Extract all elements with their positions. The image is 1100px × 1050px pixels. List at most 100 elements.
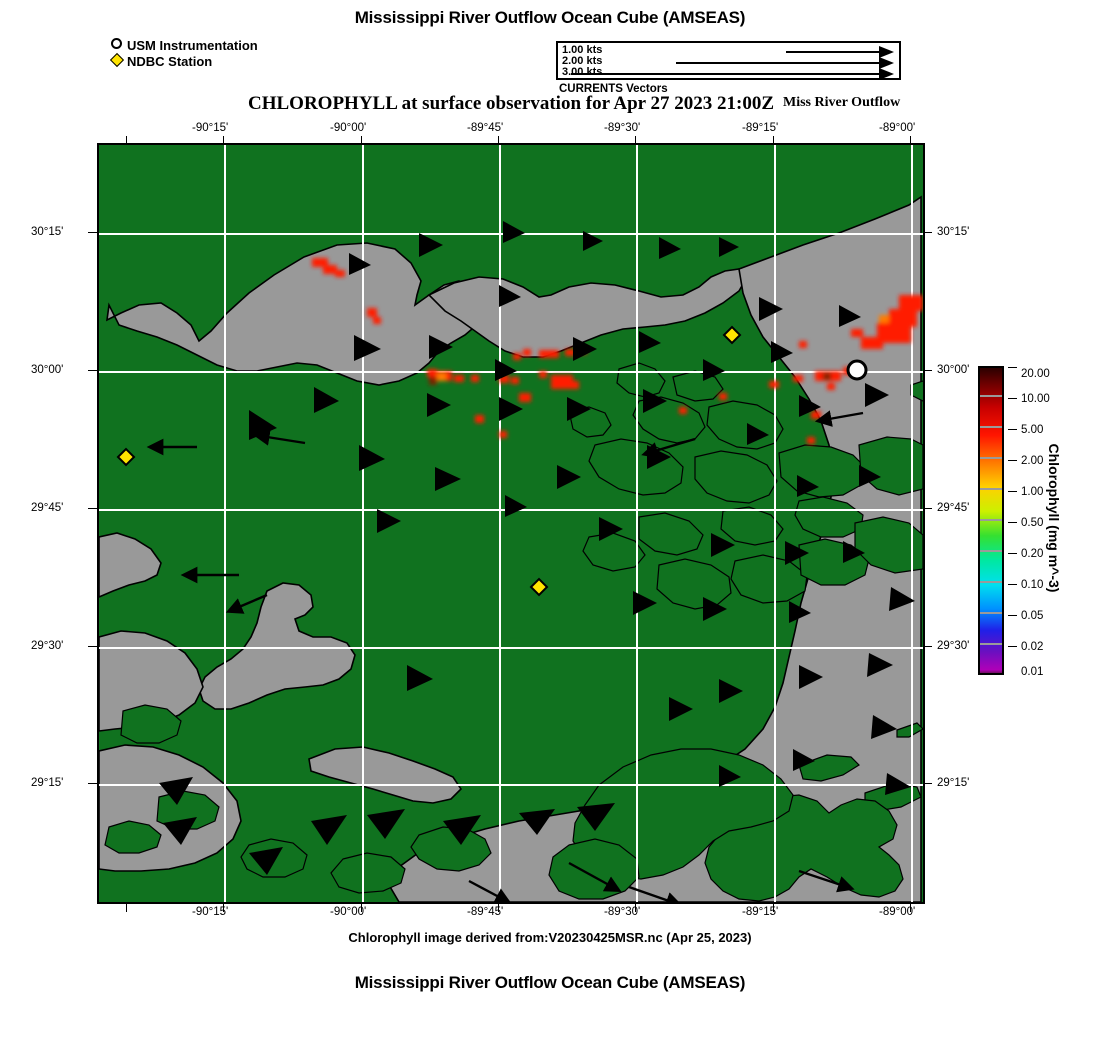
axis-tick-left (88, 232, 97, 234)
axis-tick-right (923, 646, 932, 648)
vector-legend-row-3: 3.00 kts (558, 66, 899, 80)
axis-tick-top (361, 136, 363, 145)
axis-label-lon-top-4: -89°30' (604, 122, 641, 134)
axis-tick-top (773, 136, 775, 145)
axis-tick-right (923, 508, 932, 510)
axis-tick-bottom (635, 903, 637, 912)
colorbar-separator (980, 580, 1002, 583)
axis-tick-top (910, 136, 912, 145)
currents-vector-legend: 1.00 kts 2.00 kts 3.00 kts (556, 41, 901, 80)
axis-label-lat-right-4: 29°30' (937, 640, 970, 652)
colorbar-label-2: 2.00 (1021, 455, 1044, 467)
ocean-polygon-lake-west (198, 582, 356, 710)
axis-tick-bottom (126, 903, 128, 912)
footer-title: Mississippi River Outflow Ocean Cube (AM… (354, 973, 746, 992)
axis-label-lon-top-3: -89°45' (467, 122, 504, 134)
axis-tick-top (126, 136, 128, 145)
axis-label-lon-bot-6: -89°00' (879, 906, 916, 918)
colorbar-separator (980, 549, 1002, 552)
axis-label-lon-bot-1: -90°15' (192, 906, 229, 918)
colorbar-label-5: 5.00 (1021, 424, 1044, 436)
axis-tick-left (88, 370, 97, 372)
legend-item-ndbc: NDBC Station (109, 52, 258, 69)
page-title: Mississippi River Outflow Ocean Cube (AM… (354, 8, 746, 27)
colorbar-label-0p2: 0.20 (1021, 548, 1044, 560)
usm-circle-icon (110, 37, 127, 53)
colorbar-tick (1008, 584, 1017, 586)
axis-tick-bottom (223, 903, 225, 912)
colorbar-tick (1008, 367, 1017, 369)
axis-tick-right (923, 232, 932, 234)
ocean-polygon-west-edge (99, 532, 162, 598)
colorbar-tick (1008, 646, 1017, 648)
colorbar (978, 366, 1004, 675)
axis-tick-left (88, 783, 97, 785)
axis-label-lon-top-6: -89°00' (879, 122, 916, 134)
axis-label-lat-right-2: 30°00' (937, 364, 970, 376)
axis-label-lon-bot-4: -89°30' (604, 906, 641, 918)
vector-legend-label-3: 3.00 kts (562, 66, 603, 78)
axis-tick-right (923, 783, 932, 785)
ndbc-station-marker (116, 325, 742, 597)
axis-tick-left (88, 646, 97, 648)
chart-subtitle: CHLOROPHYLL at surface observation for A… (248, 93, 775, 114)
axis-label-lat-left-2: 30°00' (31, 364, 64, 376)
vector-arrowhead-3 (879, 68, 894, 80)
axis-tick-bottom (498, 903, 500, 912)
vector-legend-label-2: 2.00 kts (562, 55, 603, 67)
colorbar-label-0p05: 0.05 (1021, 610, 1044, 622)
colorbar-label-0p5: 0.50 (1021, 517, 1044, 529)
axis-label-lat-left-5: 29°15' (31, 777, 64, 789)
legend-label-ndbc: NDBC Station (127, 53, 213, 69)
colorbar-label-0p02: 0.02 (1021, 641, 1044, 653)
colorbar-separator (980, 456, 1002, 459)
colorbar-label-0p1: 0.10 (1021, 579, 1044, 591)
colorbar-tick (1008, 429, 1017, 431)
axis-label-lat-right-1: 30°15' (937, 226, 970, 238)
axis-tick-left (88, 508, 97, 510)
colorbar-separator (980, 642, 1002, 645)
vector-legend-row-2: 2.00 kts (558, 55, 899, 69)
station-markers (116, 325, 868, 597)
axis-tick-bottom (773, 903, 775, 912)
colorbar-axis-label: Chlorophyll (mg m^-3) (1046, 443, 1062, 593)
axis-tick-top (223, 136, 225, 145)
vector-arrowhead-2 (879, 57, 894, 69)
colorbar-separator (980, 487, 1002, 490)
axis-label-lat-right-5: 29°15' (937, 777, 970, 789)
axis-label-lat-left-1: 30°15' (31, 226, 64, 238)
currents-vectors-caption: CURRENTS Vectors (559, 83, 668, 95)
chart-subtitle-right: Miss River Outflow (783, 95, 901, 110)
colorbar-tick (1008, 522, 1017, 524)
colorbar-tick (1008, 615, 1017, 617)
vector-legend-row-1: 1.00 kts (558, 44, 899, 58)
colorbar-label-0p01: 0.01 (1021, 666, 1044, 678)
axis-label-lon-bot-5: -89°15' (742, 906, 779, 918)
axis-label-lat-left-4: 29°30' (31, 640, 64, 652)
axis-label-lon-top-5: -89°15' (742, 122, 779, 134)
usm-instrumentation-marker (846, 359, 868, 381)
axis-label-lon-top-2: -90°00' (330, 122, 367, 134)
map-plot-area[interactable] (97, 143, 925, 904)
colorbar-separator (980, 394, 1002, 397)
axis-tick-bottom (361, 903, 363, 912)
vector-arrowhead-1 (879, 46, 894, 58)
axis-label-lon-top-1: -90°15' (192, 122, 229, 134)
chlorophyll-hotspots (312, 258, 923, 444)
ndbc-diamond-icon (109, 52, 127, 69)
colorbar-label-10: 10.00 (1021, 393, 1050, 405)
colorbar-gradient (980, 368, 1002, 673)
colorbar-tick (1008, 553, 1017, 555)
vector-shaft-1 (786, 51, 881, 53)
axis-label-lat-left-3: 29°45' (31, 502, 64, 514)
colorbar-separator (980, 425, 1002, 428)
ocean-polygon-west-marsh (99, 630, 204, 732)
colorbar-tick (1008, 398, 1017, 400)
axis-tick-top (635, 136, 637, 145)
ocean-polygon-barrier-w (308, 746, 463, 804)
derived-from-caption: Chlorophyll image derived from:V20230425… (348, 930, 752, 945)
axis-label-lat-right-3: 29°45' (937, 502, 970, 514)
colorbar-tick (1008, 460, 1017, 462)
colorbar-tick (1008, 491, 1017, 493)
colorbar-label-20: 20.00 (1021, 368, 1050, 380)
